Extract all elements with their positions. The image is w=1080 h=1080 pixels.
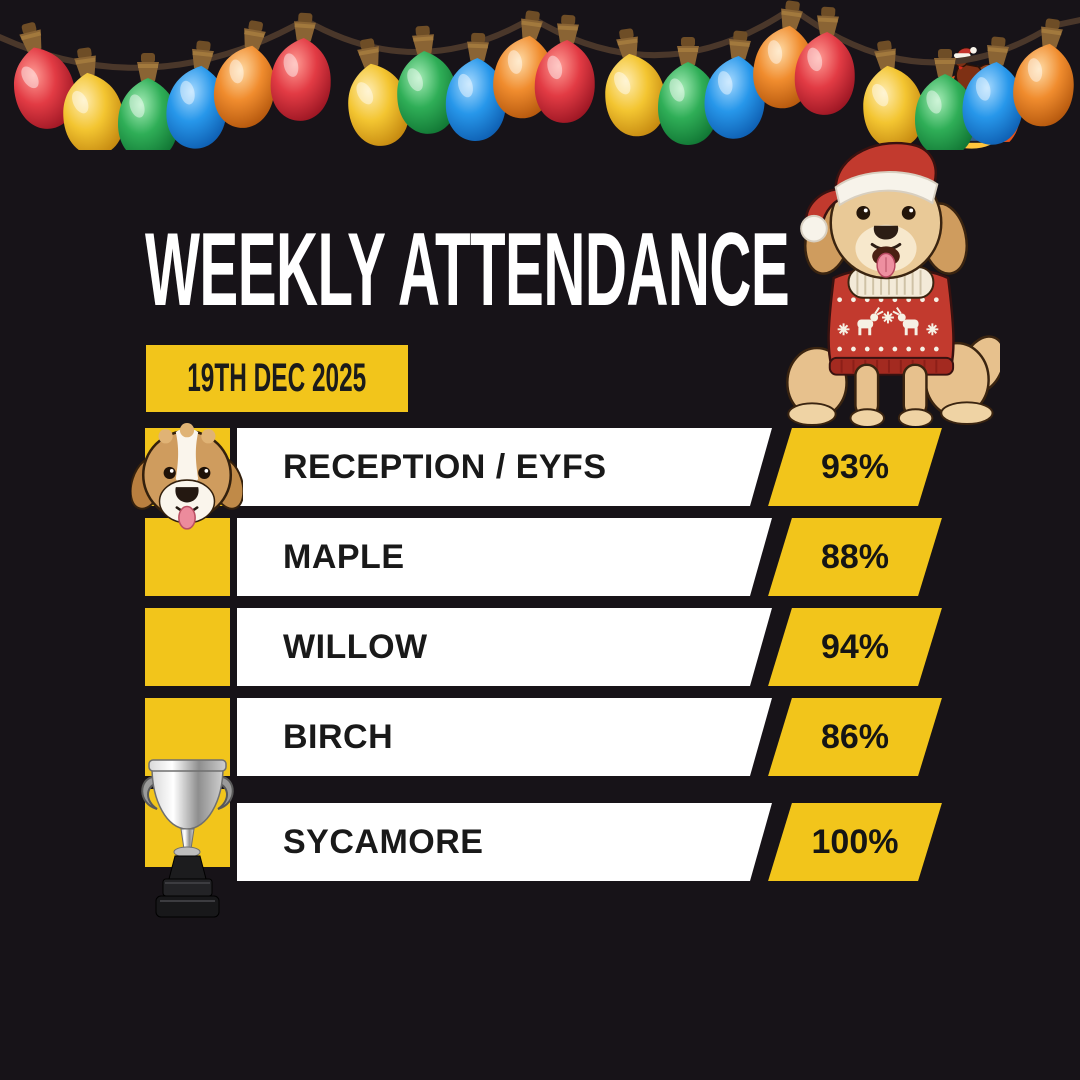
light-bulb-blue-icon — [444, 32, 508, 142]
light-bulb-yellow-icon — [341, 37, 415, 150]
class-name-label: MAPLE — [283, 537, 405, 576]
row-accent-square — [145, 428, 230, 506]
light-bulb-blue-icon — [701, 30, 769, 142]
class-name-bar: BIRCH — [237, 698, 772, 776]
light-bulb-red-icon — [4, 20, 84, 136]
attendance-value-badge: 86% — [768, 698, 942, 776]
class-name-label: SYCAMORE — [283, 822, 484, 861]
attendance-value: 100% — [811, 822, 899, 861]
class-name-label: WILLOW — [283, 627, 428, 666]
light-bulb-green-icon — [658, 37, 718, 145]
attendance-value-badge: 88% — [768, 518, 942, 596]
class-name-bar: RECEPTION / EYFS — [237, 428, 772, 506]
light-bulb-blue-icon — [162, 39, 232, 150]
light-bulb-red-icon — [792, 6, 858, 117]
table-row-birch: BIRCH 86% — [145, 698, 945, 776]
attendance-value: 86% — [820, 717, 890, 756]
row-accent-square — [145, 789, 230, 867]
attendance-table: RECEPTION / EYFS 93% MAPLE 88% WILLOW 94… — [131, 423, 945, 918]
row-accent-square — [145, 698, 230, 776]
light-bulb-green-icon — [118, 53, 178, 150]
dog-santa-mascot-icon — [786, 141, 1000, 426]
table-row-maple: MAPLE 88% — [145, 518, 945, 596]
row-accent-square — [145, 518, 230, 596]
date-badge: 19TH DEC 2025 — [146, 345, 408, 412]
light-bulb-red-icon — [532, 14, 598, 125]
table-row-willow: WILLOW 94% — [145, 608, 945, 686]
light-bulb-orange-icon — [208, 19, 282, 133]
attendance-value-badge: 93% — [768, 428, 942, 506]
date-badge-label: 19TH DEC 2025 — [187, 356, 367, 400]
class-name-bar: MAPLE — [237, 518, 772, 596]
class-name-bar: SYCAMORE — [237, 803, 772, 881]
attendance-value: 93% — [820, 447, 890, 486]
attendance-value-badge: 100% — [768, 803, 942, 881]
light-bulb-orange-icon — [748, 0, 820, 113]
light-bulb-red-icon — [268, 12, 334, 123]
reindeer-motif — [857, 307, 884, 336]
attendance-value: 94% — [820, 627, 890, 666]
class-name-bar: WILLOW — [237, 608, 772, 686]
attendance-value-badge: 94% — [768, 608, 942, 686]
sweater-pattern — [837, 297, 939, 352]
table-row-sycamore: SYCAMORE 100% — [141, 759, 945, 918]
row-accent-square — [145, 608, 230, 686]
light-bulb-yellow-icon — [57, 46, 129, 150]
class-name-label: RECEPTION / EYFS — [283, 447, 607, 486]
light-bulb-yellow-icon — [599, 27, 671, 141]
santa-hat-icon — [800, 141, 939, 243]
reindeer-motif — [892, 307, 919, 336]
class-name-label: BIRCH — [283, 717, 394, 756]
table-row-reception: RECEPTION / EYFS 93% — [131, 423, 945, 530]
attendance-value: 88% — [820, 537, 890, 576]
light-bulb-green-icon — [394, 25, 460, 136]
page-title: WEEKLY ATTENDANCE — [145, 212, 790, 328]
light-bulb-orange-icon — [488, 9, 560, 123]
